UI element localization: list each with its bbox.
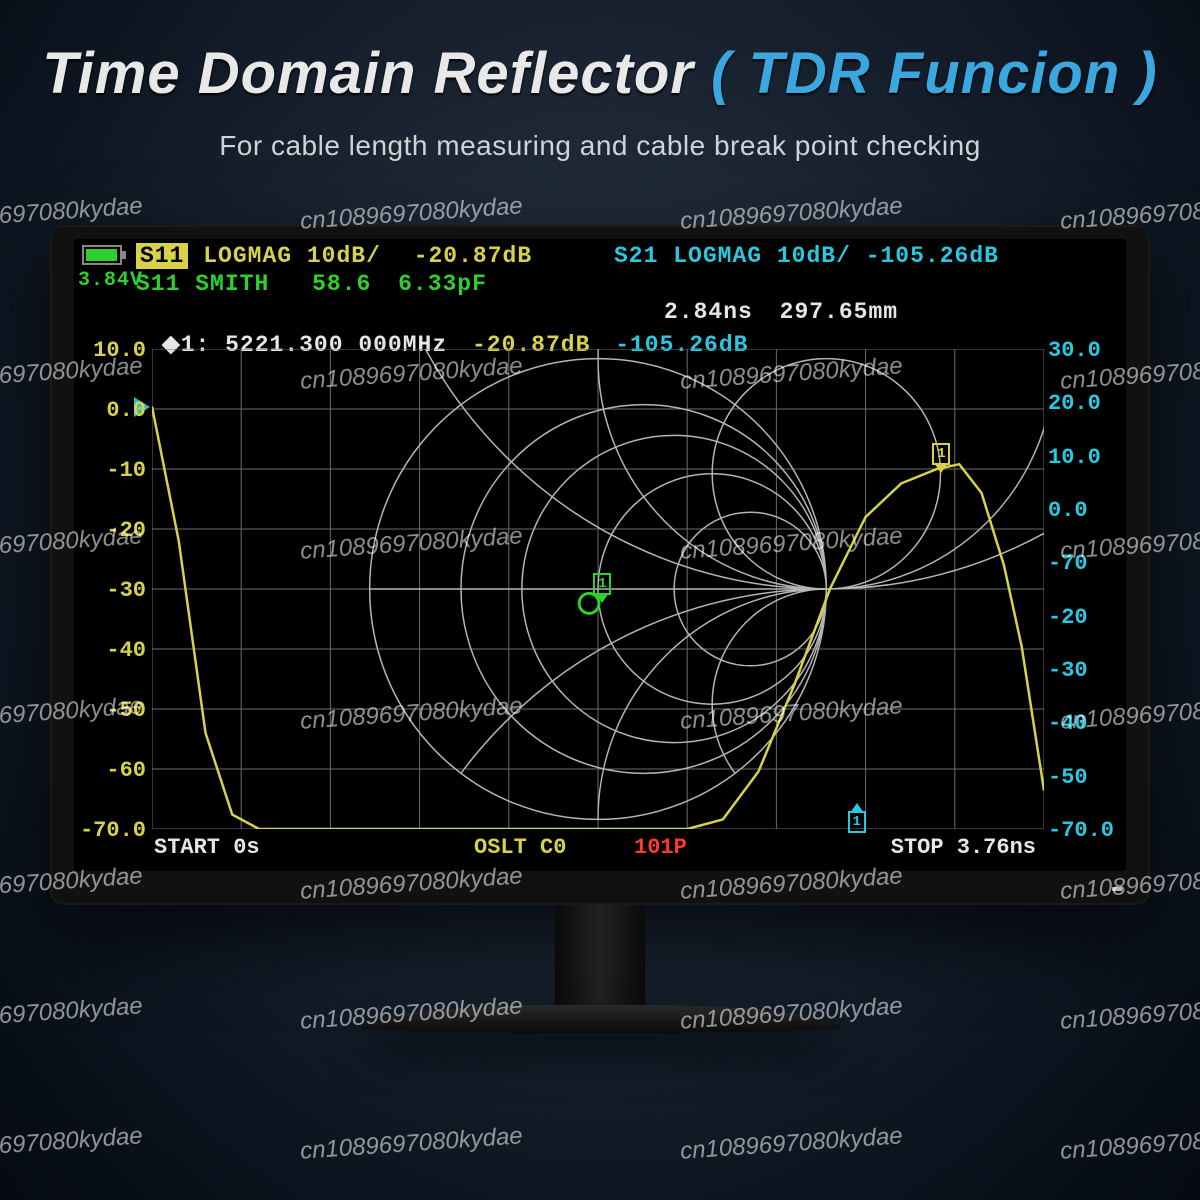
watermark-text: cn1089697080kydae (0, 992, 144, 1035)
smith-mode: SMITH (195, 271, 269, 297)
marker-icon[interactable]: 1 (593, 573, 611, 595)
battery-voltage: 3.84V (78, 269, 143, 292)
cal-label: OSLT C0 (474, 835, 566, 860)
page-title: Time Domain Reflector ( TDR Funcion ) (0, 40, 1200, 107)
monitor-stand-base (360, 1005, 840, 1033)
axis-tick: -70 (1048, 551, 1126, 576)
axis-tick: -40 (76, 638, 146, 663)
right-axis: 30.020.010.00.0-70-20-30-40-50-70.0 (1046, 349, 1124, 829)
smith-r: 58.6 (312, 271, 371, 297)
monitor-stand-neck (555, 905, 645, 1015)
center-label: 101P (634, 835, 687, 860)
ch1-row: S11 LOGMAG 10dB/ -20.87dB (136, 243, 532, 269)
axis-tick: 30.0 (1048, 338, 1126, 363)
battery-fill (86, 249, 117, 261)
axis-tick: 20.0 (1048, 391, 1126, 416)
ch1-tag: S11 (136, 243, 188, 269)
watermark-text: cn1089697080kydae (1059, 1122, 1200, 1165)
axis-tick: 0.0 (1048, 498, 1126, 523)
marker-icon[interactable]: 1 (932, 443, 950, 465)
ch2-row: S21 LOGMAG 10dB/ -105.26dB (614, 243, 999, 269)
ch2-scale: 10dB/ (777, 243, 851, 269)
tdr-distance: 297.65mm (780, 299, 898, 325)
title-paren: ( TDR Funcion ) (711, 41, 1158, 106)
ch1-mode: LOGMAG (203, 243, 292, 269)
watermark-text: cn1089697080kydae (299, 1122, 523, 1165)
watermark-text: cn1089697080kydae (1059, 992, 1200, 1035)
stop-label: STOP 3.76ns (891, 835, 1036, 860)
axis-tick: -30 (1048, 658, 1126, 683)
axis-tick: 10.0 (76, 338, 146, 363)
title-main: Time Domain Reflector (42, 41, 694, 106)
axis-tick: 10.0 (1048, 445, 1126, 470)
ch2-mode: LOGMAG (673, 243, 762, 269)
axis-tick: -50 (76, 698, 146, 723)
battery-icon (82, 245, 122, 265)
watermark-text: cn1089697080kydae (679, 1122, 903, 1165)
smith-row: S11 SMITH 58.6 6.33pF (136, 271, 487, 297)
axis-tick: -20 (76, 518, 146, 543)
axis-tick: 0.0 (76, 398, 146, 423)
axis-tick: -50 (1048, 765, 1126, 790)
start-label: START 0s (154, 835, 260, 860)
page-subtitle: For cable length measuring and cable bre… (0, 130, 1200, 162)
ch1-scale: 10dB/ (307, 243, 381, 269)
monitor-led (1112, 887, 1122, 891)
watermark-text: cn1089697080kydae (0, 1122, 144, 1165)
monitor-bezel: 3.84V S11 LOGMAG 10dB/ -20.87dB S21 LOGM… (74, 239, 1126, 871)
left-axis: 10.00.0-10-20-30-40-50-60-70.0 (76, 349, 148, 829)
smith-cap: 6.33pF (398, 271, 487, 297)
bottom-bar: START 0s OSLT C0 101P STOP 3.76ns (74, 835, 1126, 865)
vna-screen: 3.84V S11 LOGMAG 10dB/ -20.87dB S21 LOGM… (74, 239, 1126, 871)
tdr-time: 2.84ns (664, 299, 753, 325)
plot-area[interactable]: 111 (152, 349, 1044, 829)
ch1-value: -20.87dB (414, 243, 532, 269)
ch2-value: -105.26dB (866, 243, 999, 269)
ch2-tag: S21 (614, 243, 658, 269)
axis-tick: -40 (1048, 711, 1126, 736)
marker-icon[interactable]: 1 (848, 811, 866, 833)
axis-tick: -30 (76, 578, 146, 603)
axis-tick: -60 (76, 758, 146, 783)
smith-tag: S11 (136, 271, 180, 297)
axis-tick: -20 (1048, 605, 1126, 630)
axis-tick: -10 (76, 458, 146, 483)
monitor-frame: 3.84V S11 LOGMAG 10dB/ -20.87dB S21 LOGM… (50, 225, 1150, 905)
tdr-row: 2.84ns 297.65mm (664, 299, 898, 325)
